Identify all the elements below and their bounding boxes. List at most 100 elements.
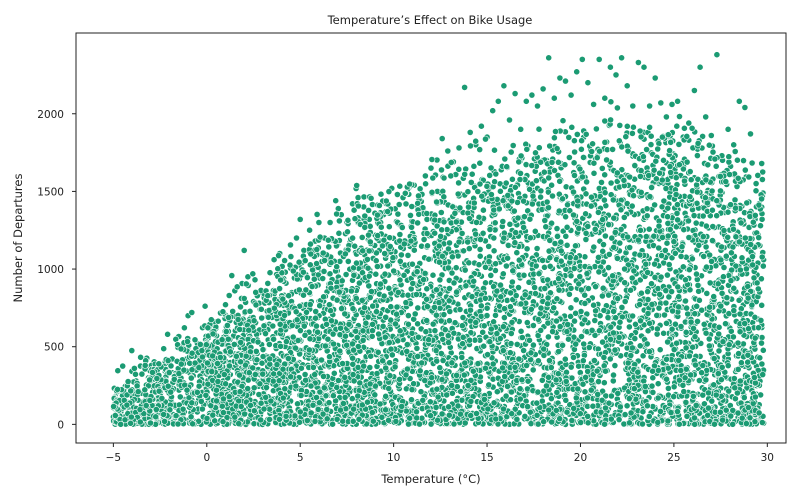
scatter-point — [647, 141, 655, 148]
scatter-point — [313, 210, 321, 218]
scatter-point — [581, 351, 588, 359]
scatter-point — [446, 285, 453, 292]
scatter-point — [541, 263, 548, 271]
scatter-point — [535, 125, 543, 133]
scatter-point — [354, 194, 362, 201]
scatter-point — [608, 392, 615, 400]
scatter-point — [653, 311, 661, 319]
scatter-point — [439, 187, 447, 195]
scatter-point — [545, 333, 552, 341]
scatter-point — [394, 337, 402, 345]
scatter-point — [555, 348, 562, 355]
scatter-point — [595, 268, 603, 276]
scatter-point — [506, 116, 513, 124]
scatter-point — [720, 264, 728, 271]
scatter-point — [629, 102, 637, 110]
scatter-point — [708, 397, 716, 405]
scatter-point — [564, 321, 572, 328]
scatter-point — [364, 264, 372, 272]
scatter-point — [736, 310, 744, 318]
scatter-point — [566, 154, 573, 161]
scatter-point — [605, 264, 612, 271]
scatter-point — [710, 381, 718, 389]
scatter-point — [454, 252, 462, 260]
plot-area — [75, 32, 787, 444]
scatter-point — [447, 172, 455, 180]
scatter-point — [477, 122, 485, 130]
scatter-point — [515, 355, 523, 363]
scatter-point — [599, 292, 606, 300]
scatter-point — [730, 333, 737, 341]
scatter-point — [685, 119, 693, 127]
scatter-point — [296, 215, 304, 223]
scatter-point — [460, 247, 467, 255]
scatter-point — [281, 257, 288, 264]
scatter-point — [344, 228, 351, 236]
scatter-point — [563, 408, 571, 416]
scatter-point — [703, 222, 710, 230]
scatter-point — [394, 210, 402, 218]
scatter-point — [690, 212, 698, 219]
scatter-point — [411, 310, 419, 318]
scatter-point — [490, 247, 498, 255]
scatter-point — [436, 364, 444, 372]
scatter-point — [691, 87, 698, 94]
scatter-point — [687, 176, 695, 184]
scatter-point — [428, 156, 436, 163]
scatter-point — [437, 209, 445, 216]
scatter-point — [486, 171, 494, 179]
scatter-point — [692, 219, 700, 227]
scatter-point — [668, 325, 676, 333]
scatter-point — [590, 243, 598, 251]
scatter-point — [487, 271, 495, 279]
scatter-point — [545, 174, 553, 182]
scatter-point — [332, 197, 340, 205]
scatter-point — [546, 142, 554, 150]
scatter-point — [527, 420, 535, 427]
scatter-point — [640, 63, 648, 71]
scatter-point — [326, 219, 334, 226]
scatter-point — [663, 239, 671, 247]
scatter-point — [559, 117, 567, 125]
scatter-point — [702, 329, 710, 337]
scatter-point — [459, 314, 467, 321]
scatter-point — [731, 148, 739, 155]
scatter-point — [187, 413, 195, 421]
scatter-point — [483, 304, 491, 312]
scatter-point — [589, 140, 596, 148]
scatter-point — [617, 206, 625, 214]
scatter-point — [702, 243, 710, 251]
scatter-point — [437, 317, 445, 325]
scatter-point — [410, 246, 418, 254]
scatter-point — [708, 187, 716, 195]
scatter-point — [735, 97, 743, 105]
scatter-point — [568, 123, 576, 131]
scatter-point — [385, 188, 393, 195]
scatter-point — [695, 287, 702, 295]
scatter-point — [649, 374, 657, 382]
scatter-point — [440, 174, 448, 182]
scatter-point — [501, 155, 509, 163]
scatter-point — [313, 246, 321, 253]
scatter-point — [444, 332, 452, 340]
scatter-point — [344, 216, 352, 224]
scatter-point — [315, 219, 323, 226]
scatter-point — [664, 131, 672, 139]
scatter-point — [700, 320, 708, 328]
scatter-point — [752, 180, 760, 187]
scatter-point — [233, 283, 241, 291]
scatter-point — [306, 261, 314, 269]
scatter-point — [709, 223, 717, 230]
scatter-point — [650, 166, 658, 174]
scatter-point — [663, 113, 670, 121]
scatter-point — [591, 357, 598, 364]
scatter-point — [435, 258, 443, 266]
scatter-point — [609, 145, 616, 153]
scatter-point — [320, 267, 328, 275]
scatter-point — [424, 242, 431, 250]
scatter-point — [476, 180, 484, 188]
scatter-point — [571, 171, 578, 179]
scatter-point — [353, 259, 360, 267]
scatter-point — [570, 211, 577, 219]
scatter-point — [758, 195, 765, 203]
